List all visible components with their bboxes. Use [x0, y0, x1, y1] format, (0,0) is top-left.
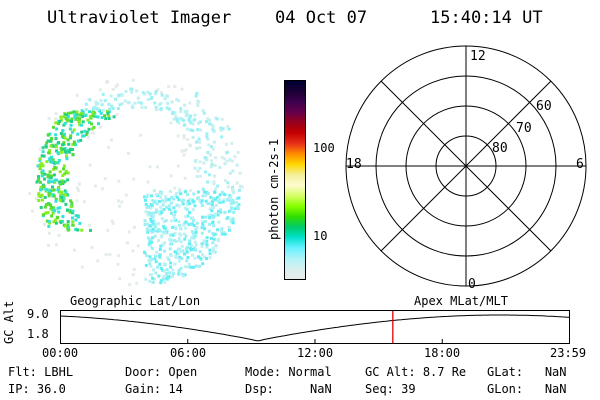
polar-plot: 12 18 6 0 60 70 80	[345, 45, 587, 292]
mlat-label-60: 60	[536, 99, 552, 114]
mlat-label-70: 70	[516, 121, 532, 136]
apex-title: Apex MLat/MLT	[414, 294, 508, 308]
mlt-label-0: 0	[468, 277, 476, 292]
geographic-title: Geographic Lat/Lon	[70, 294, 201, 308]
colorbar-tick-10: 10	[313, 229, 328, 243]
status-dsp: Dsp: NaN	[245, 382, 332, 396]
status-glat: GLat: NaN	[487, 365, 567, 379]
auroral-image	[28, 78, 244, 287]
x-tick-0600: 06:00	[170, 346, 207, 360]
color-scale-bar	[284, 80, 306, 280]
x-tick-0000: 00:00	[42, 346, 79, 360]
status-glon: GLon: NaN	[487, 382, 567, 396]
y-tick-1-8: 1.8	[27, 327, 49, 341]
status-flt: Flt: LBHL	[8, 365, 74, 379]
altitude-curve	[60, 314, 570, 342]
x-tick-1800: 18:00	[424, 346, 461, 360]
status-ip: IP: 36.0	[8, 382, 66, 396]
gc-alt-axis-label: GC Alt	[2, 300, 16, 344]
mlt-label-12: 12	[470, 49, 486, 64]
status-gc-alt: GC Alt: 8.7 Re	[365, 365, 467, 379]
diagonal-line-2	[380, 80, 552, 252]
time-label: 15:40:14 UT	[430, 8, 543, 28]
status-seq: Seq: 39	[365, 382, 416, 396]
auroral-emission	[28, 78, 244, 287]
orbit-altitude-timeline	[60, 310, 570, 344]
colorbar-tick-100: 100	[313, 141, 335, 155]
mlt-label-6: 6	[576, 157, 584, 172]
date-label: 04 Oct 07	[275, 8, 368, 28]
mlat-label-80: 80	[492, 141, 508, 156]
y-tick-9: 9.0	[27, 307, 49, 321]
status-mode: Mode: Normal	[245, 365, 332, 379]
instrument-title: Ultraviolet Imager	[47, 8, 232, 28]
timeline-frame	[60, 310, 570, 344]
status-door: Door: Open	[125, 365, 198, 379]
x-tick-2359: 23:59	[550, 346, 587, 360]
colorbar-unit-label: photon cm-2s-1	[267, 138, 281, 240]
mlt-label-18: 18	[346, 157, 362, 172]
x-tick-1200: 12:00	[297, 346, 334, 360]
status-gain: Gain: 14	[125, 382, 183, 396]
